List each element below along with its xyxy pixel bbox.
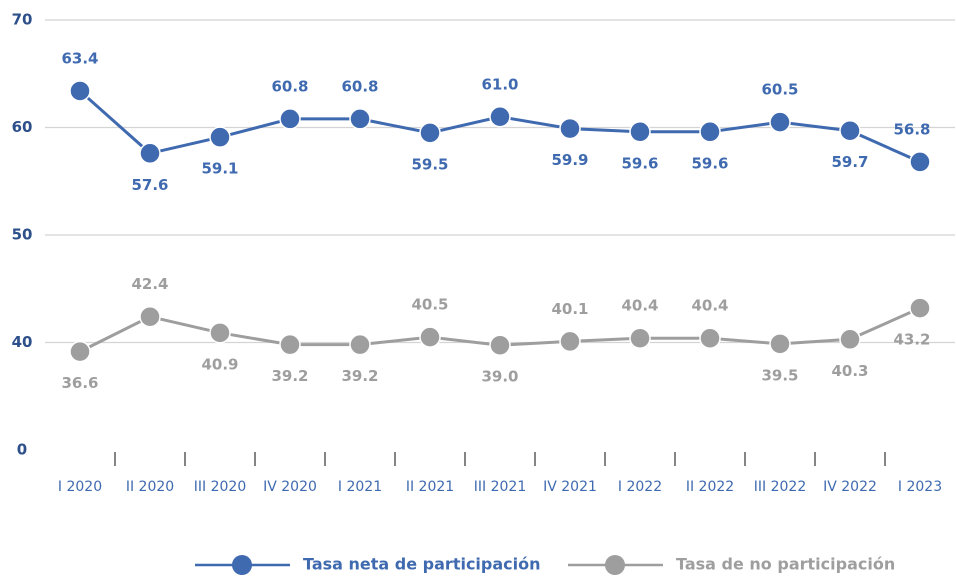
- value-label: 60.8: [271, 77, 308, 95]
- point: [769, 111, 791, 133]
- x-tick-label: I 2021: [338, 479, 382, 495]
- value-label: 40.5: [411, 296, 448, 314]
- point: [629, 121, 651, 143]
- value-label: 59.7: [831, 153, 868, 171]
- value-label: 61.0: [481, 75, 518, 93]
- point: [139, 305, 161, 328]
- x-tick-label: I 2020: [58, 479, 102, 495]
- point: [489, 334, 511, 356]
- point: [909, 297, 931, 319]
- value-label: 60.5: [761, 81, 798, 99]
- point: [419, 122, 441, 144]
- value-label: 40.4: [691, 297, 728, 315]
- point: [769, 333, 791, 355]
- x-tick-label: II 2021: [406, 479, 454, 495]
- value-label: 39.2: [271, 367, 308, 385]
- point: [629, 327, 651, 349]
- point: [559, 117, 581, 140]
- x-tick-label: III 2021: [474, 479, 526, 495]
- value-label: 42.4: [131, 275, 168, 293]
- point: [279, 333, 301, 356]
- legend-label: Tasa de no participación: [676, 555, 895, 574]
- point: [349, 333, 371, 356]
- point: [139, 142, 161, 165]
- value-label: 39.0: [481, 368, 518, 386]
- y-tick-label: 50: [12, 226, 33, 244]
- point: [209, 322, 231, 344]
- point: [279, 108, 301, 130]
- value-label: 40.1: [551, 300, 588, 318]
- x-tick-label: II 2020: [126, 479, 174, 495]
- value-label: 59.6: [691, 154, 728, 172]
- value-label: 59.6: [621, 154, 658, 172]
- y-tick-label: 60: [12, 118, 33, 136]
- value-label: 59.9: [551, 151, 588, 169]
- value-label: 39.5: [761, 366, 798, 384]
- value-label: 40.9: [201, 355, 238, 373]
- legend-marker: [605, 555, 625, 575]
- point: [699, 327, 721, 349]
- legend-marker: [232, 555, 252, 575]
- point: [419, 326, 441, 348]
- x-tick-label: I 2022: [618, 479, 662, 495]
- x-tick-label: IV 2021: [543, 479, 597, 495]
- x-tick-label: IV 2022: [823, 479, 877, 495]
- y-tick-label: 40: [12, 333, 33, 351]
- point: [69, 340, 91, 363]
- value-label: 36.6: [61, 374, 98, 392]
- legend-label: Tasa neta de participación: [303, 555, 541, 574]
- point: [909, 151, 931, 173]
- point: [349, 108, 371, 130]
- x-tick-label: I 2023: [898, 479, 942, 495]
- x-tick-label: III 2020: [194, 479, 246, 495]
- value-label: 40.4: [621, 297, 658, 315]
- value-label: 60.8: [341, 77, 378, 95]
- point: [69, 80, 91, 102]
- value-label: 59.1: [201, 160, 238, 178]
- value-label: 56.8: [893, 120, 930, 138]
- x-tick-label: IV 2020: [263, 479, 317, 495]
- value-label: 39.2: [341, 367, 378, 385]
- y-tick-label: 0: [17, 441, 27, 459]
- point: [699, 121, 721, 143]
- value-label: 57.6: [131, 176, 168, 194]
- point: [559, 330, 581, 353]
- point: [839, 119, 861, 142]
- x-tick-label: II 2022: [686, 479, 734, 495]
- x-tick-label: III 2022: [754, 479, 806, 495]
- point: [839, 328, 861, 351]
- point: [209, 126, 231, 148]
- y-tick-label: 70: [12, 11, 33, 29]
- point: [489, 106, 511, 128]
- value-label: 63.4: [61, 49, 98, 67]
- value-label: 40.3: [831, 362, 868, 380]
- value-label: 43.2: [893, 331, 930, 349]
- value-label: 59.5: [411, 155, 448, 173]
